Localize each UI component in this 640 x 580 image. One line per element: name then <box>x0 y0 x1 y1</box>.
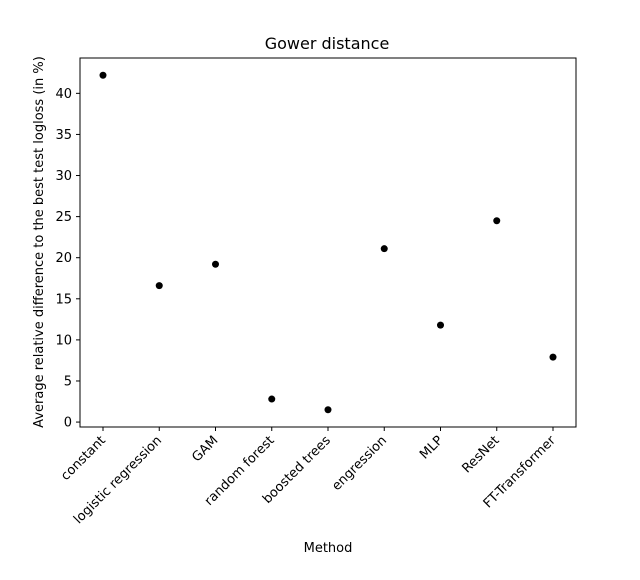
y-tick-label: 0 <box>64 416 72 431</box>
x-tick-label: engression <box>329 433 390 494</box>
data-point <box>155 282 163 290</box>
y-tick-label: 35 <box>55 128 72 143</box>
y-tick-label: 25 <box>55 210 72 225</box>
plot-area <box>79 57 577 428</box>
x-tick-label: GAM <box>189 433 221 465</box>
data-points <box>99 71 557 414</box>
chart-title: Gower distance <box>265 34 390 53</box>
y-tick-label: 30 <box>55 169 72 184</box>
x-tick-label: MLP <box>417 433 446 462</box>
data-point <box>493 217 501 225</box>
y-axis: 0 5 10 15 20 25 30 35 40 <box>55 87 80 431</box>
y-tick-label: 10 <box>55 333 72 348</box>
data-point <box>99 71 107 79</box>
y-tick-label: 5 <box>64 374 72 389</box>
x-tick-label: ResNet <box>459 433 502 476</box>
data-point <box>212 260 219 268</box>
data-point <box>549 353 557 361</box>
y-tick-label: 15 <box>55 292 72 307</box>
data-point <box>324 406 332 414</box>
x-tick-label: constant <box>58 433 109 484</box>
x-axis-label: Method <box>304 541 353 556</box>
y-axis-label: Average relative difference to the best … <box>32 56 47 428</box>
data-point <box>268 395 276 403</box>
y-tick-label: 40 <box>55 87 72 102</box>
data-point <box>380 245 388 253</box>
y-tick-label: 20 <box>55 251 72 266</box>
data-point <box>437 321 444 329</box>
